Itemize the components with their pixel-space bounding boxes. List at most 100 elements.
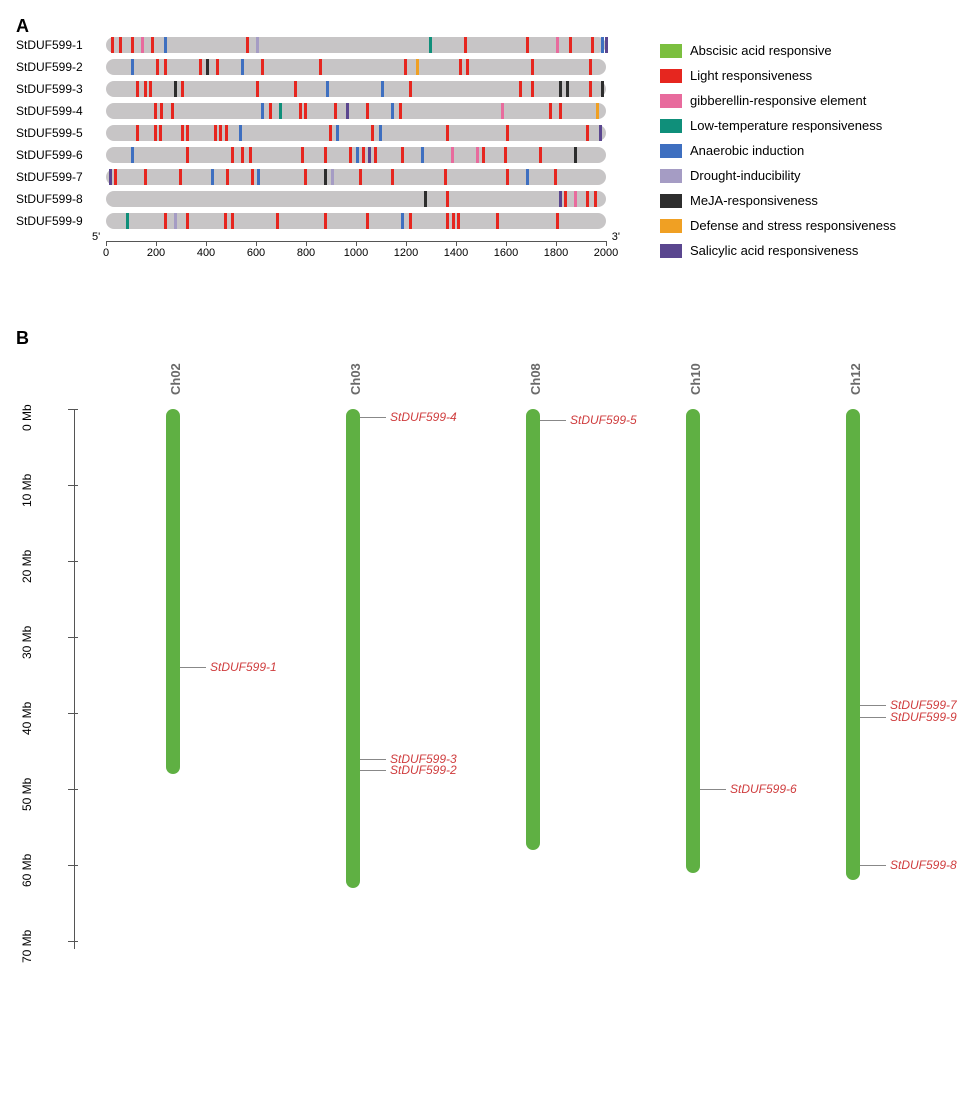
- axis-tick-mark: [406, 241, 407, 246]
- cis-element-tick: [466, 59, 469, 75]
- chromosome-bar: [846, 409, 860, 880]
- axis-tick-label: 1800: [544, 247, 568, 259]
- cis-element-tick: [446, 191, 449, 207]
- axis-tick-mark: [456, 241, 457, 246]
- cis-element-tick: [362, 147, 365, 163]
- panel-b: 0 Mb10 Mb20 Mb30 Mb40 Mb50 Mb60 Mb70 Mb …: [16, 349, 957, 1009]
- cis-element-tick: [594, 191, 597, 207]
- legend-text: gibberellin-responsive element: [690, 93, 866, 108]
- axis-end-right: 3': [612, 231, 620, 243]
- track-label: StDUF599-5: [16, 126, 106, 140]
- cis-element-tick: [214, 125, 217, 141]
- axis-row: 5'3'020040060080010001200140016001800200…: [16, 235, 636, 265]
- cis-element-tick: [241, 59, 244, 75]
- axis-tick-label: 1400: [444, 247, 468, 259]
- gene-mark: [360, 759, 386, 760]
- legend-swatch: [660, 194, 682, 208]
- legend-text: Abscisic acid responsive: [690, 43, 832, 58]
- cis-element-tick: [160, 103, 163, 119]
- gene-label: StDUF599-5: [570, 413, 637, 427]
- track-bar: [106, 147, 606, 163]
- cis-element-tick: [111, 37, 114, 53]
- cis-element-tick: [144, 169, 147, 185]
- mb-axis-label: 50 Mb: [20, 778, 34, 811]
- cis-element-tick: [531, 81, 534, 97]
- gene-mark: [860, 865, 886, 866]
- cis-element-tick: [186, 125, 189, 141]
- cis-element-tick: [171, 103, 174, 119]
- cis-element-tick: [564, 191, 567, 207]
- cis-element-tick: [119, 37, 122, 53]
- cis-element-tick: [131, 147, 134, 163]
- cis-element-tick: [164, 213, 167, 229]
- track-row: StDUF599-4: [16, 103, 636, 119]
- cis-element-tick: [216, 59, 219, 75]
- mb-axis-label: 10 Mb: [20, 474, 34, 507]
- cis-element-tick: [179, 169, 182, 185]
- cis-element-tick: [241, 147, 244, 163]
- cis-element-tick: [261, 59, 264, 75]
- cis-element-tick: [231, 213, 234, 229]
- cis-element-tick: [559, 103, 562, 119]
- chrom-label: Ch10: [688, 363, 703, 395]
- legend-swatch: [660, 69, 682, 83]
- cis-element-tick: [359, 169, 362, 185]
- cis-element-tick: [476, 147, 479, 163]
- mb-axis-tick: [68, 713, 78, 714]
- cis-element-tick: [239, 125, 242, 141]
- cis-element-tick: [226, 169, 229, 185]
- legend-text: Defense and stress responsiveness: [690, 218, 896, 233]
- cis-element-tick: [451, 147, 454, 163]
- cis-element-tick: [401, 147, 404, 163]
- cis-element-tick: [452, 213, 455, 229]
- legend-text: Drought-inducibility: [690, 168, 801, 183]
- cis-element-tick: [556, 37, 559, 53]
- cis-element-tick: [199, 59, 202, 75]
- track-bar: [106, 59, 606, 75]
- cis-element-tick: [444, 169, 447, 185]
- track-bar: [106, 103, 606, 119]
- cis-element-tick: [504, 147, 507, 163]
- cis-element-tick: [409, 81, 412, 97]
- cis-element-tick: [131, 59, 134, 75]
- cis-element-tick: [279, 103, 282, 119]
- chromosome-bar: [686, 409, 700, 873]
- legend-item: Low-temperature responsiveness: [660, 118, 920, 133]
- axis-tick-mark: [256, 241, 257, 246]
- cis-element-tick: [589, 59, 592, 75]
- cis-element-tick: [554, 169, 557, 185]
- cis-element-tick: [324, 169, 327, 185]
- gene-mark: [860, 705, 886, 706]
- axis-end-left: 5': [92, 231, 100, 243]
- axis-tick-label: 1200: [394, 247, 418, 259]
- tracks: StDUF599-1StDUF599-2StDUF599-3StDUF599-4…: [16, 37, 636, 265]
- cis-element-tick: [556, 213, 559, 229]
- gene-mark: [700, 789, 726, 790]
- track-label: StDUF599-7: [16, 170, 106, 184]
- axis-tick-mark: [106, 241, 107, 246]
- legend-text: MeJA-responsiveness: [690, 193, 818, 208]
- cis-element-tick: [126, 213, 129, 229]
- cis-element-tick: [251, 169, 254, 185]
- legend-item: Abscisic acid responsive: [660, 43, 920, 58]
- axis-tick-mark: [606, 241, 607, 246]
- gene-mark: [180, 667, 206, 668]
- mb-axis-tick: [68, 637, 78, 638]
- cis-element-tick: [246, 37, 249, 53]
- cis-element-tick: [151, 37, 154, 53]
- cis-element-tick: [294, 81, 297, 97]
- cis-element-tick: [371, 125, 374, 141]
- cis-element-tick: [256, 81, 259, 97]
- cis-element-tick: [574, 147, 577, 163]
- legend-item: MeJA-responsiveness: [660, 193, 920, 208]
- cis-element-tick: [131, 37, 134, 53]
- mb-axis-label: 20 Mb: [20, 550, 34, 583]
- length-axis: 5'3'020040060080010001200140016001800200…: [106, 235, 606, 265]
- gene-mark: [360, 770, 386, 771]
- gene-mark: [360, 417, 386, 418]
- mb-axis-label: 40 Mb: [20, 702, 34, 735]
- cis-element-tick: [459, 59, 462, 75]
- cis-element-tick: [574, 191, 577, 207]
- axis-tick-mark: [206, 241, 207, 246]
- track-bar: [106, 191, 606, 207]
